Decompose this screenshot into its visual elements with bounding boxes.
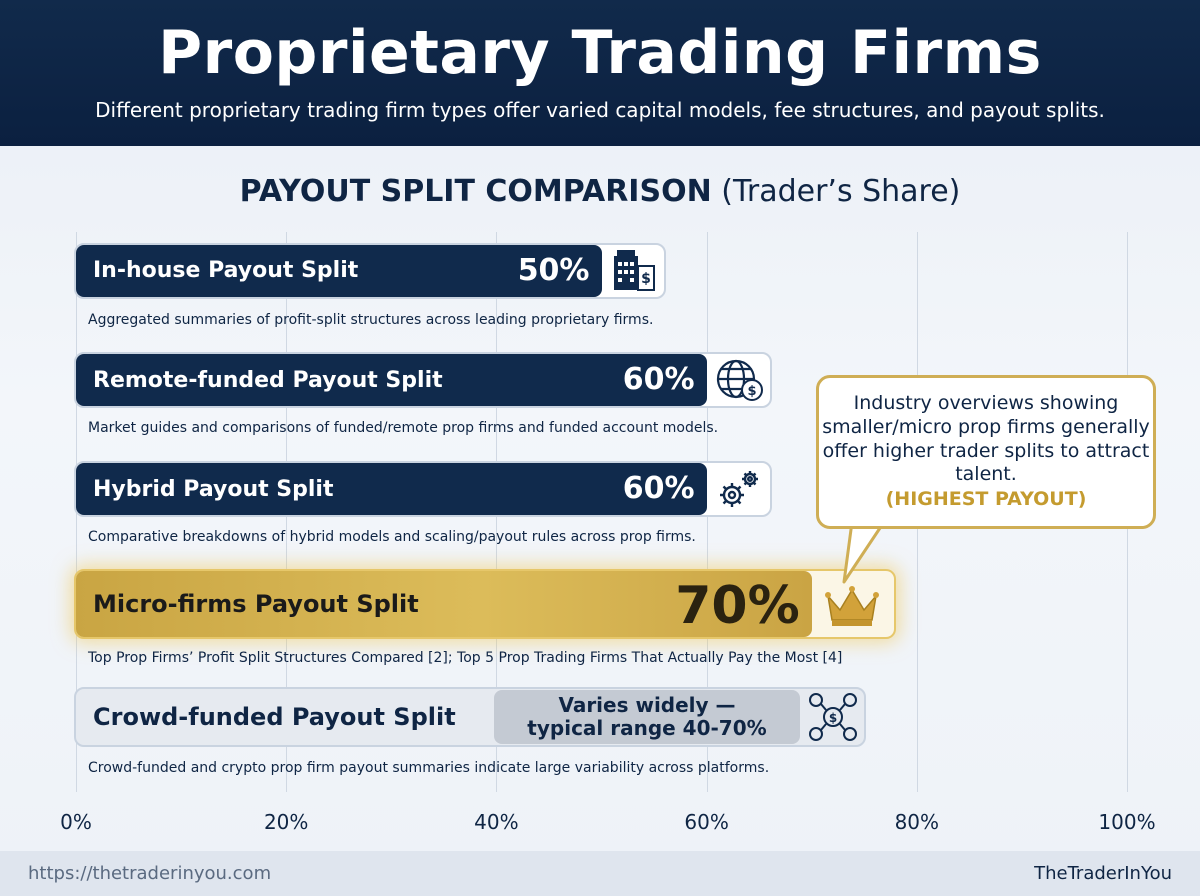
svg-text:$: $ (747, 384, 756, 399)
range-pill-crowd: Varies widely — typical range 40-70% (494, 690, 800, 744)
desc-hybrid: Comparative breakdowns of hybrid models … (88, 529, 696, 545)
desc-micro: Top Prop Firms’ Profit Split Structures … (88, 650, 843, 666)
x-tick-label: 0% (60, 810, 92, 834)
bar-value-micro: 70% (675, 576, 800, 636)
page-subtitle: Different proprietary trading firm types… (95, 98, 1105, 122)
footer-brand: TheTraderInYou (1034, 863, 1172, 884)
bar-hybrid (76, 463, 707, 515)
bar-remote (76, 354, 707, 406)
chart-title-bold: PAYOUT SPLIT COMPARISON (239, 174, 712, 209)
callout-box: Industry overviews showing smaller/micro… (816, 375, 1156, 529)
svg-text:$: $ (641, 271, 651, 287)
bar-label-remote: Remote-funded Payout Split (93, 368, 443, 393)
callout-tail (842, 520, 886, 584)
range-text-line2: typical range 40-70% (527, 716, 767, 740)
desc-crowd: Crowd-funded and crypto prop firm payout… (88, 760, 770, 776)
footer-url[interactable]: https://thetraderinyou.com (28, 863, 272, 884)
bar-micro (76, 571, 812, 637)
callout-highlight: (HIGHEST PAYOUT) (885, 488, 1087, 510)
gears-icon (720, 471, 758, 507)
footer: https://thetraderinyou.com TheTraderInYo… (0, 851, 1200, 896)
globe-dollar-icon: $ (716, 359, 763, 401)
header-banner: Proprietary Trading Firms Different prop… (0, 0, 1200, 146)
x-tick-label: 80% (894, 810, 940, 834)
bar-label-hybrid: Hybrid Payout Split (93, 477, 334, 502)
x-tick-label: 60% (684, 810, 729, 834)
range-text-line1: Varies widely — (558, 693, 736, 717)
chart-title-normal: (Trader’s Share) (721, 174, 961, 209)
callout-text: Industry overviews showing smaller/micro… (822, 392, 1150, 486)
bar-value-hybrid: 60% (622, 471, 695, 506)
desc-remote: Market guides and comparisons of funded/… (88, 420, 719, 436)
crowd-network-icon: $ (809, 693, 857, 741)
bar-inhouse (76, 245, 602, 297)
chart-title: PAYOUT SPLIT COMPARISON (Trader’s Share) (0, 174, 1200, 209)
x-tick-label: 20% (263, 810, 309, 834)
bar-value-remote: 60% (622, 362, 695, 397)
crown-icon (825, 586, 879, 626)
bar-label-inhouse: In-house Payout Split (93, 258, 359, 283)
bar-label-micro: Micro-firms Payout Split (93, 590, 419, 618)
bar-value-inhouse: 50% (517, 253, 590, 288)
svg-text:$: $ (829, 711, 837, 725)
x-tick-label: 100% (1098, 810, 1156, 834)
bar-label-crowd: Crowd-funded Payout Split (93, 703, 456, 731)
page-title: Proprietary Trading Firms (158, 18, 1042, 88)
building-dollar-icon: $ (614, 250, 655, 291)
x-tick-label: 40% (474, 810, 519, 834)
desc-inhouse: Aggregated summaries of profit-split str… (88, 312, 654, 328)
